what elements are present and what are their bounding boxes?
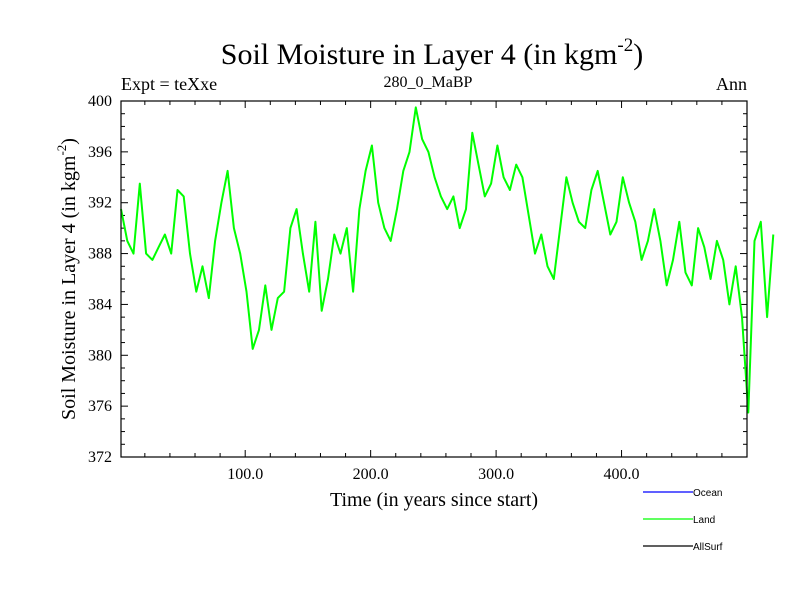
x-tick-label: 400.0 (604, 466, 640, 483)
x-tick-label: 300.0 (478, 466, 514, 483)
y-axis-label: Soil Moisture in Layer 4 (in kgm-2) (54, 138, 80, 420)
x-tick-label: 100.0 (227, 466, 263, 483)
y-tick-label: 388 (88, 246, 112, 263)
chart-title: Soil Moisture in Layer 4 (in kgm-2) (221, 35, 643, 71)
y-tick-label: 384 (88, 296, 112, 313)
plot-frame (120, 100, 748, 458)
series-group (120, 106, 775, 414)
y-axis-label-main: Soil Moisture in Layer 4 (in kgm (58, 155, 80, 420)
chart-title-superscript: -2 (617, 35, 633, 56)
legend-label-land: Land (693, 515, 715, 526)
y-tick-label: 396 (88, 144, 112, 161)
subtitle-center: 280_0_MaBP (384, 74, 473, 91)
y-tick-label: 372 (88, 449, 112, 466)
legend: Ocean Land AllSurf (643, 488, 723, 553)
y-tick-label: 376 (88, 398, 112, 415)
chart-title-main: Soil Moisture in Layer 4 (in kgm (221, 38, 618, 71)
legend-label-ocean: Ocean (693, 488, 722, 499)
x-axis-label: Time (in years since start) (330, 489, 538, 511)
legend-label-allsurf: AllSurf (693, 542, 723, 553)
x-tick-label: 200.0 (353, 466, 389, 483)
y-tick-label: 392 (88, 195, 112, 212)
subtitle-left: Expt = teXxe (121, 74, 217, 94)
series-line-land (120, 106, 775, 414)
y-axis-label-superscript: -2 (54, 145, 69, 156)
subtitle-right: Ann (716, 74, 747, 94)
chart-title-close: ) (633, 38, 643, 71)
y-axis-label-close: ) (58, 138, 80, 145)
y-tick-label: 380 (88, 347, 112, 364)
axes: 100.0 200.0 300.0 400.0 372 376 380 384 388 392 39… (88, 93, 747, 483)
y-tick-label: 400 (88, 93, 112, 110)
